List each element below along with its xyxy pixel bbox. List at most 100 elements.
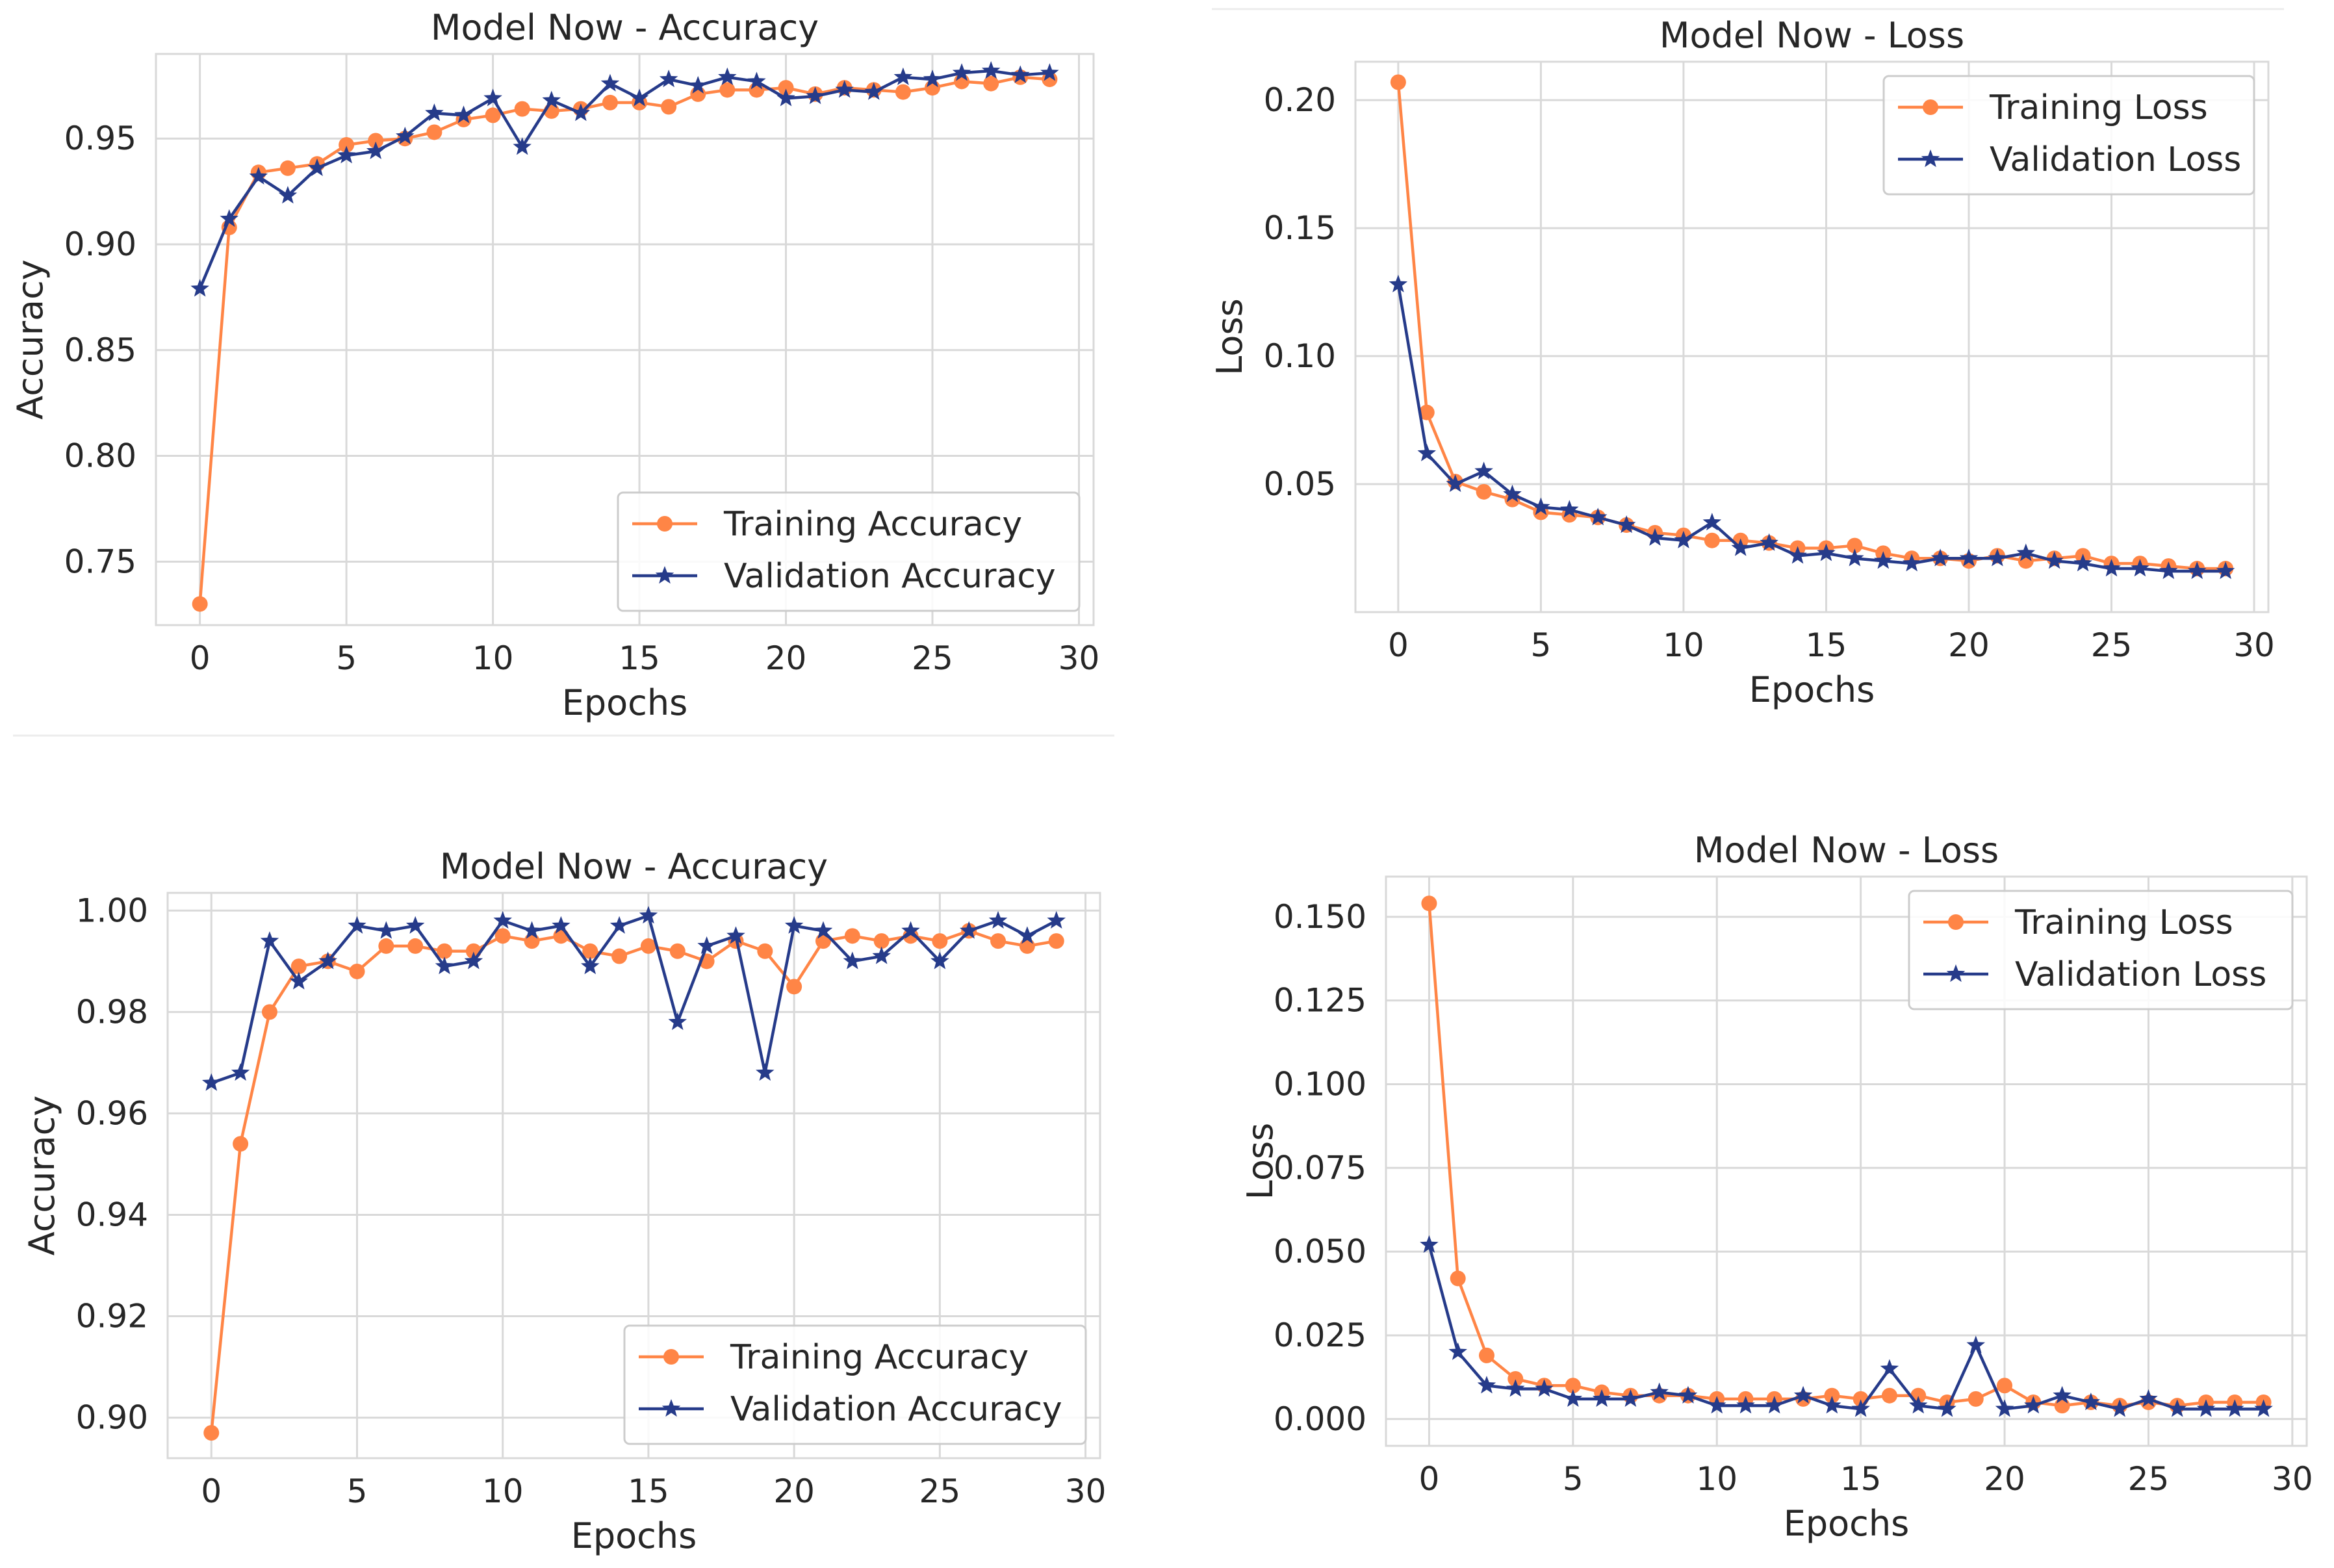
data-point: [1674, 530, 1693, 548]
data-point: [1418, 404, 1435, 420]
data-point: [378, 938, 394, 954]
data-point: [1930, 548, 1950, 567]
y-tick-label: 0.98: [76, 993, 148, 1031]
data-point: [278, 186, 298, 204]
data-point: [697, 936, 716, 955]
data-point: [668, 1012, 687, 1031]
data-point: [1474, 461, 1493, 480]
data-point: [988, 910, 1008, 929]
data-point: [1019, 938, 1035, 954]
data-point: [864, 82, 884, 100]
chart-title: Model Now - Loss: [1660, 15, 1964, 56]
chart-title: Model Now - Accuracy: [440, 846, 828, 887]
y-axis-label: Accuracy: [21, 1096, 62, 1256]
data-point: [580, 957, 600, 975]
data-point: [552, 916, 571, 934]
y-tick-label: 0.80: [64, 437, 136, 475]
x-tick-label: 0: [1419, 1460, 1440, 1498]
data-point: [1450, 1270, 1466, 1287]
x-tick-label: 30: [2233, 626, 2275, 664]
data-point: [2196, 1399, 2216, 1417]
x-tick-label: 0: [190, 639, 211, 677]
data-point: [1851, 1399, 1870, 1417]
data-point: [669, 943, 686, 959]
data-point: [190, 279, 209, 297]
x-tick-label: 10: [482, 1472, 524, 1510]
data-point: [1621, 1389, 1640, 1407]
x-tick-label: 30: [2272, 1460, 2313, 1498]
data-point: [290, 958, 307, 975]
data-point: [952, 63, 971, 81]
y-axis-label: Loss: [1240, 1123, 1281, 1200]
plot-frame: [1354, 60, 2270, 613]
data-point: [1446, 474, 1465, 493]
legend-marker: [1921, 149, 1940, 168]
y-tick-label: 0.85: [64, 331, 136, 369]
data-point: [602, 94, 618, 110]
data-point: [405, 916, 425, 934]
data-point: [437, 943, 453, 959]
data-point: [1997, 1378, 2013, 1394]
data-point: [1995, 1399, 2014, 1417]
data-point: [1788, 546, 1807, 564]
data-point: [630, 88, 649, 107]
data-point: [318, 951, 337, 970]
data-point: [1968, 1391, 1984, 1407]
y-tick-label: 0.90: [64, 225, 136, 263]
data-point: [959, 921, 979, 939]
legend-marker: [657, 516, 673, 532]
data-point: [1477, 1376, 1496, 1394]
data-point: [2131, 559, 2149, 577]
data-point: [1420, 1235, 1439, 1253]
data-point: [1707, 1396, 1726, 1414]
data-point: [1535, 1379, 1554, 1397]
data-point: [522, 921, 541, 939]
y-tick-label: 0.75: [64, 543, 136, 580]
series-validation: [1420, 1235, 2273, 1417]
x-tick-label: 20: [765, 639, 807, 677]
data-point: [1565, 1378, 1581, 1394]
data-point: [2225, 1399, 2244, 1417]
x-tick-label: 0: [1388, 626, 1409, 664]
data-point: [2045, 551, 2064, 569]
data-point: [1847, 537, 1863, 554]
x-tick-label: 25: [912, 639, 953, 677]
data-point: [835, 80, 854, 98]
data-point: [279, 160, 296, 176]
data-point: [192, 596, 208, 612]
data-point: [1874, 551, 1893, 569]
legend-marker: [1923, 99, 1938, 115]
data-point: [611, 948, 628, 964]
data-point: [609, 916, 629, 934]
data-point: [757, 943, 773, 959]
y-tick-label: 0.000: [1274, 1400, 1366, 1438]
y-tick-label: 0.15: [1264, 209, 1336, 247]
data-point: [1040, 63, 1059, 81]
x-axis-label: Epochs: [1784, 1503, 1909, 1544]
y-tick-label: 0.025: [1274, 1317, 1366, 1354]
data-point: [600, 73, 620, 92]
data-point: [1880, 1359, 1899, 1377]
x-tick-label: 30: [1058, 639, 1100, 677]
legend-box: [617, 491, 1081, 612]
legend: Training Accuracy Validation Accuracy: [623, 1324, 1087, 1445]
legend-marker: [1948, 914, 1964, 930]
data-point: [2216, 561, 2235, 580]
chart-panel-2: 0 5 10 15 20 25 30 0.05 0.10 0.15 0.20 Model Now - …: [1209, 15, 2275, 710]
y-tick-label: 0.10: [1264, 337, 1336, 375]
data-point: [1702, 513, 1722, 531]
data-point: [220, 209, 238, 227]
x-tick-label: 5: [1563, 1460, 1584, 1498]
data-point: [493, 910, 512, 929]
data-point: [659, 70, 678, 88]
data-point: [1678, 1385, 1698, 1404]
data-point: [1765, 1396, 1784, 1414]
y-tick-label: 0.125: [1274, 982, 1366, 1020]
data-point: [582, 943, 598, 959]
x-tick-label: 15: [1806, 626, 1847, 664]
data-point: [553, 928, 569, 944]
data-point: [349, 963, 365, 979]
data-point: [1421, 895, 1437, 912]
data-point: [843, 951, 862, 970]
